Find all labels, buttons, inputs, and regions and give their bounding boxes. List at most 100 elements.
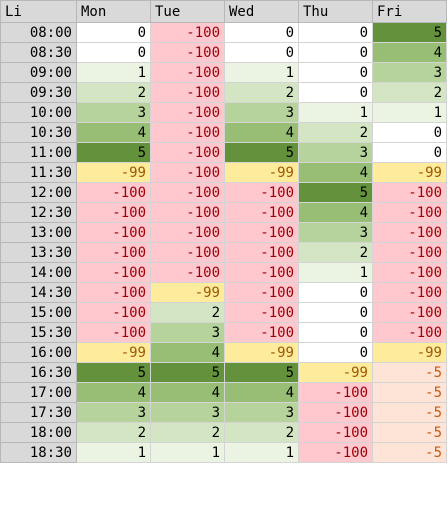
cell-mon[interactable]: -100 <box>76 222 151 243</box>
cell-fri[interactable]: 5 <box>372 22 447 43</box>
row-header-time[interactable]: 11:00 <box>0 142 77 163</box>
cell-tue[interactable]: 3 <box>150 402 225 423</box>
cell-tue[interactable]: -100 <box>150 262 225 283</box>
cell-tue[interactable]: -100 <box>150 182 225 203</box>
cell-wed[interactable]: 5 <box>224 362 299 383</box>
cell-tue[interactable]: -100 <box>150 242 225 263</box>
cell-wed[interactable]: -99 <box>224 162 299 183</box>
cell-mon[interactable]: 1 <box>76 62 151 83</box>
cell-mon[interactable]: 3 <box>76 402 151 423</box>
cell-thu[interactable]: 0 <box>298 42 373 63</box>
cell-wed[interactable]: 2 <box>224 82 299 103</box>
cell-fri[interactable]: -100 <box>372 182 447 203</box>
cell-tue[interactable]: -100 <box>150 62 225 83</box>
cell-mon[interactable]: 5 <box>76 362 151 383</box>
row-header-time[interactable]: 12:00 <box>0 182 77 203</box>
row-header-time[interactable]: 18:30 <box>0 442 77 463</box>
cell-mon[interactable]: -100 <box>76 202 151 223</box>
cell-thu[interactable]: 0 <box>298 322 373 343</box>
cell-thu[interactable]: 1 <box>298 102 373 123</box>
cell-thu[interactable]: -100 <box>298 382 373 403</box>
cell-tue[interactable]: -100 <box>150 202 225 223</box>
row-header-time[interactable]: 16:30 <box>0 362 77 383</box>
row-header-time[interactable]: 14:30 <box>0 282 77 303</box>
cell-mon[interactable]: -100 <box>76 182 151 203</box>
cell-wed[interactable]: 0 <box>224 22 299 43</box>
cell-fri[interactable]: -100 <box>372 202 447 223</box>
cell-thu[interactable]: 5 <box>298 182 373 203</box>
cell-tue[interactable]: 4 <box>150 342 225 363</box>
cell-thu[interactable]: 0 <box>298 62 373 83</box>
cell-wed[interactable]: -100 <box>224 222 299 243</box>
cell-wed[interactable]: -99 <box>224 342 299 363</box>
cell-tue[interactable]: 2 <box>150 302 225 323</box>
column-header-mon[interactable]: Mon <box>76 0 151 23</box>
cell-fri[interactable]: 4 <box>372 42 447 63</box>
cell-mon[interactable]: 4 <box>76 122 151 143</box>
row-header-time[interactable]: 10:30 <box>0 122 77 143</box>
row-header-time[interactable]: 08:30 <box>0 42 77 63</box>
cell-wed[interactable]: 0 <box>224 42 299 63</box>
cell-wed[interactable]: 3 <box>224 402 299 423</box>
cell-wed[interactable]: -100 <box>224 302 299 323</box>
cell-thu[interactable]: -100 <box>298 442 373 463</box>
row-header-time[interactable]: 08:00 <box>0 22 77 43</box>
row-header-time[interactable]: 12:30 <box>0 202 77 223</box>
cell-tue[interactable]: -100 <box>150 22 225 43</box>
cell-tue[interactable]: -100 <box>150 122 225 143</box>
cell-tue[interactable]: 2 <box>150 422 225 443</box>
cell-wed[interactable]: -100 <box>224 242 299 263</box>
cell-thu[interactable]: 1 <box>298 262 373 283</box>
row-header-time[interactable]: 11:30 <box>0 162 77 183</box>
cell-wed[interactable]: 1 <box>224 62 299 83</box>
cell-tue[interactable]: -100 <box>150 142 225 163</box>
cell-fri[interactable]: 3 <box>372 62 447 83</box>
cell-thu[interactable]: 4 <box>298 202 373 223</box>
cell-mon[interactable]: 0 <box>76 42 151 63</box>
cell-wed[interactable]: 2 <box>224 422 299 443</box>
cell-mon[interactable]: -99 <box>76 162 151 183</box>
row-header-time[interactable]: 17:00 <box>0 382 77 403</box>
cell-fri[interactable]: -100 <box>372 222 447 243</box>
row-header-time[interactable]: 13:00 <box>0 222 77 243</box>
cell-mon[interactable]: 0 <box>76 22 151 43</box>
cell-fri[interactable]: -99 <box>372 342 447 363</box>
row-header-time[interactable]: 13:30 <box>0 242 77 263</box>
cell-thu[interactable]: 4 <box>298 162 373 183</box>
cell-fri[interactable]: -100 <box>372 302 447 323</box>
row-header-time[interactable]: 09:30 <box>0 82 77 103</box>
row-header-time[interactable]: 10:00 <box>0 102 77 123</box>
corner-cell[interactable]: Li <box>0 0 77 23</box>
cell-thu[interactable]: 0 <box>298 282 373 303</box>
cell-tue[interactable]: -100 <box>150 42 225 63</box>
cell-mon[interactable]: 1 <box>76 442 151 463</box>
cell-wed[interactable]: -100 <box>224 322 299 343</box>
cell-mon[interactable]: -100 <box>76 262 151 283</box>
cell-mon[interactable]: 4 <box>76 382 151 403</box>
cell-wed[interactable]: 4 <box>224 382 299 403</box>
cell-thu[interactable]: 0 <box>298 302 373 323</box>
cell-mon[interactable]: -100 <box>76 322 151 343</box>
cell-thu[interactable]: 0 <box>298 342 373 363</box>
cell-wed[interactable]: -100 <box>224 202 299 223</box>
cell-fri[interactable]: -5 <box>372 362 447 383</box>
cell-mon[interactable]: -99 <box>76 342 151 363</box>
cell-fri[interactable]: -5 <box>372 422 447 443</box>
cell-fri[interactable]: -100 <box>372 322 447 343</box>
cell-fri[interactable]: 1 <box>372 102 447 123</box>
row-header-time[interactable]: 15:00 <box>0 302 77 323</box>
cell-mon[interactable]: 3 <box>76 102 151 123</box>
cell-tue[interactable]: -99 <box>150 282 225 303</box>
column-header-thu[interactable]: Thu <box>298 0 373 23</box>
cell-wed[interactable]: 5 <box>224 142 299 163</box>
cell-tue[interactable]: -100 <box>150 162 225 183</box>
cell-tue[interactable]: -100 <box>150 82 225 103</box>
cell-thu[interactable]: 3 <box>298 222 373 243</box>
cell-fri[interactable]: -100 <box>372 242 447 263</box>
cell-mon[interactable]: 5 <box>76 142 151 163</box>
cell-mon[interactable]: 2 <box>76 422 151 443</box>
cell-wed[interactable]: 4 <box>224 122 299 143</box>
cell-mon[interactable]: -100 <box>76 302 151 323</box>
cell-thu[interactable]: -100 <box>298 402 373 423</box>
row-header-time[interactable]: 18:00 <box>0 422 77 443</box>
